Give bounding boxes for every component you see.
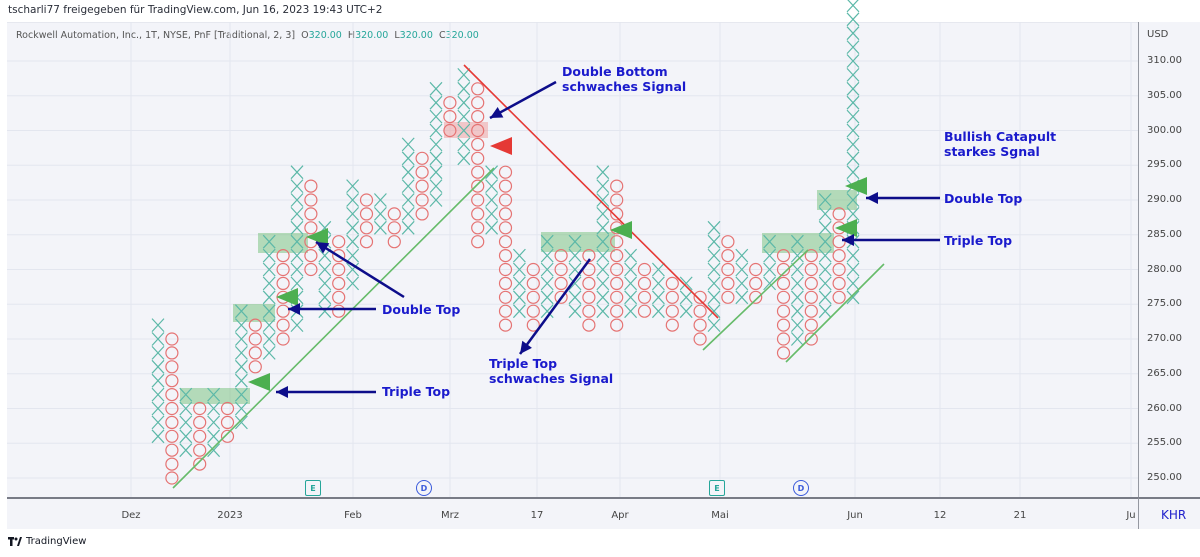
time-tick: Jun xyxy=(847,510,863,521)
annotation-label[interactable]: Triple Top xyxy=(382,384,451,399)
price-tick: 305.00 xyxy=(1147,89,1182,101)
price-tick: 260.00 xyxy=(1147,402,1182,414)
annotation-label[interactable]: Double Top xyxy=(382,302,461,317)
annotation-label[interactable]: Double Bottom schwaches Signal xyxy=(562,64,687,94)
currency-unit-button[interactable]: KHR xyxy=(1138,497,1200,529)
time-tick: Ju xyxy=(1126,510,1136,521)
price-tick: 250.00 xyxy=(1147,472,1182,483)
annotation-label[interactable]: Bullish Catapult starkes Sgnal xyxy=(944,129,1057,159)
open-value: 320.00 xyxy=(308,30,342,41)
price-tick: 295.00 xyxy=(1147,159,1182,171)
symbol-title: Rockwell Automation, Inc., 1T, NYSE, PnF… xyxy=(16,30,296,41)
dividend-event-icon[interactable]: D xyxy=(416,480,432,496)
price-tick: 290.00 xyxy=(1147,194,1182,205)
symbol-legend[interactable]: Rockwell Automation, Inc., 1T, NYSE, PnF… xyxy=(16,30,479,41)
low-value: 320.00 xyxy=(399,30,433,41)
time-tick: 21 xyxy=(1013,510,1027,521)
time-tick: Apr xyxy=(611,510,629,521)
annotation-label[interactable]: Triple Top schwaches Signal xyxy=(489,356,614,386)
time-tick: Mai xyxy=(711,510,729,521)
time-tick: Feb xyxy=(344,510,362,521)
close-value: 320.00 xyxy=(445,30,479,41)
price-tick: 265.00 xyxy=(1147,367,1182,379)
price-tick: 275.00 xyxy=(1147,298,1182,310)
annotation-label[interactable]: Triple Top xyxy=(944,233,1013,248)
price-tick: 310.00 xyxy=(1147,55,1182,66)
attribution: tscharli77 freigegeben für TradingView.c… xyxy=(8,4,383,16)
price-axis[interactable]: USD 310.00 305.00 300.00 295.00 290.00 285.00… xyxy=(1138,22,1200,497)
price-tick: 300.00 xyxy=(1147,124,1182,136)
annotation-label[interactable]: Double Top xyxy=(944,191,1023,206)
time-tick: 17 xyxy=(530,510,544,521)
price-tick: 285.00 xyxy=(1147,228,1182,240)
time-tick: 2023 xyxy=(217,510,243,521)
currency-label: USD xyxy=(1147,29,1169,40)
earnings-event-icon[interactable]: E xyxy=(305,480,321,496)
tradingview-logo[interactable]: TradingView xyxy=(8,536,86,547)
time-axis[interactable]: Dez 2023 Feb Mrz 17 Apr Mai Jun 12 21 Ju xyxy=(7,497,1138,529)
high-value: 320.00 xyxy=(355,30,389,41)
time-tick: Dez xyxy=(121,510,141,521)
price-tick: 255.00 xyxy=(1147,437,1182,449)
price-tick: 270.00 xyxy=(1147,333,1182,344)
price-tick: 280.00 xyxy=(1147,263,1182,275)
time-tick: Mrz xyxy=(441,510,459,521)
time-tick: 12 xyxy=(933,510,947,521)
earnings-event-icon[interactable]: E xyxy=(709,480,725,496)
tradingview-logo-icon xyxy=(8,537,22,546)
dividend-event-icon[interactable]: D xyxy=(793,480,809,496)
